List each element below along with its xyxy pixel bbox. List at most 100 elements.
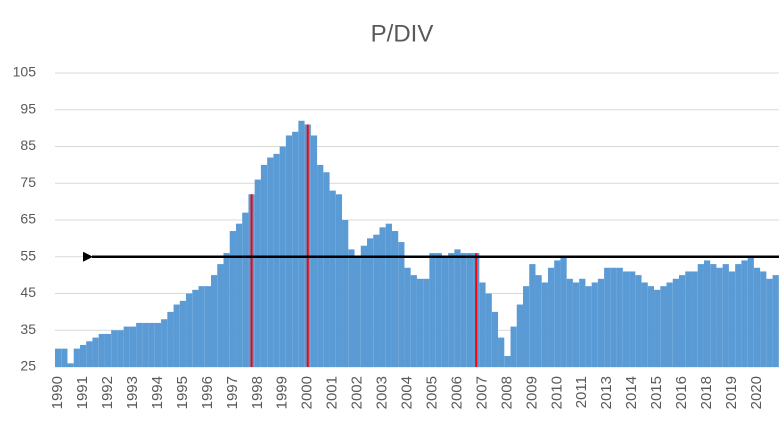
x-tick-label: 1993 — [124, 376, 141, 409]
bar — [329, 190, 336, 367]
x-tick-label: 2006 — [448, 376, 465, 409]
bar — [335, 194, 343, 367]
bar — [660, 286, 667, 367]
bar — [385, 223, 392, 367]
bar — [710, 264, 717, 367]
bar — [697, 264, 704, 367]
bar — [342, 220, 349, 367]
bar — [111, 330, 118, 367]
bar — [148, 322, 155, 367]
bar — [267, 157, 274, 367]
bar — [104, 333, 112, 367]
bar — [491, 311, 499, 367]
bar — [260, 164, 268, 367]
bar — [529, 264, 536, 367]
x-tick-label: 2007 — [473, 376, 490, 409]
bar — [460, 253, 467, 367]
bar — [641, 282, 648, 367]
x-tick-label: 2020 — [748, 376, 765, 409]
bar — [161, 319, 168, 367]
bar — [566, 278, 573, 367]
bar — [747, 256, 754, 367]
x-tick-label: 1997 — [224, 376, 241, 409]
bar — [448, 253, 455, 367]
bar — [554, 260, 561, 367]
bar — [666, 282, 673, 367]
bar — [410, 275, 417, 367]
bar — [498, 337, 505, 367]
bar — [485, 293, 492, 367]
bar — [223, 253, 230, 367]
x-tick-label: 1998 — [249, 376, 266, 409]
bar — [728, 271, 736, 367]
bar — [541, 282, 548, 367]
bar — [173, 304, 180, 367]
bar — [129, 326, 137, 367]
x-tick-label: 2005 — [423, 376, 440, 409]
bar — [98, 333, 105, 367]
bar — [504, 355, 511, 367]
bar — [579, 278, 586, 367]
y-tick-label: 25 — [20, 358, 36, 374]
bar — [192, 289, 199, 367]
bar — [373, 234, 380, 367]
bar — [354, 256, 361, 367]
bar — [685, 271, 692, 367]
bar — [323, 172, 330, 367]
bar — [604, 267, 611, 367]
y-tick-label: 105 — [13, 64, 37, 80]
y-tick-label: 75 — [20, 174, 36, 190]
bar — [298, 120, 305, 368]
bar — [753, 267, 761, 367]
bar — [766, 278, 773, 367]
bar — [572, 282, 580, 367]
bar — [523, 286, 530, 367]
x-tick-label: 2014 — [623, 376, 640, 409]
x-tick-label: 1991 — [74, 376, 91, 409]
bar — [242, 212, 249, 367]
bar — [167, 311, 174, 367]
bar — [597, 278, 605, 367]
bar — [67, 363, 74, 367]
bar — [679, 275, 686, 367]
bar — [629, 271, 636, 367]
bar — [211, 275, 218, 367]
bar — [635, 275, 642, 367]
bar — [179, 300, 187, 367]
x-tick-label: 2002 — [349, 376, 366, 409]
bar — [79, 344, 87, 367]
x-tick-label: 1999 — [274, 376, 291, 409]
bar — [691, 271, 698, 367]
bar — [391, 231, 399, 367]
bar — [73, 348, 80, 367]
bar — [622, 271, 630, 367]
x-tick-label: 2019 — [723, 376, 740, 409]
x-tick-label: 2016 — [673, 376, 690, 409]
bar — [398, 242, 405, 367]
bar — [360, 245, 367, 367]
bar — [367, 238, 374, 367]
x-tick-label: 1996 — [199, 376, 216, 409]
bar — [310, 135, 318, 367]
bar — [429, 253, 436, 367]
bar — [154, 322, 162, 367]
bar — [348, 249, 355, 367]
bar — [86, 341, 93, 367]
bar — [703, 260, 711, 367]
bar — [229, 231, 236, 367]
bar — [616, 267, 623, 367]
x-tick-label: 1992 — [99, 376, 116, 409]
x-tick-label: 2015 — [648, 376, 665, 409]
x-tick-label: 2011 — [573, 376, 590, 408]
bar — [186, 293, 193, 367]
x-tick-label: 2010 — [548, 376, 565, 409]
bar — [379, 227, 386, 367]
bar — [441, 256, 449, 367]
x-tick-label: 2008 — [498, 376, 515, 409]
x-tick-label: 2018 — [698, 376, 715, 409]
bar — [510, 326, 517, 367]
bar — [647, 286, 655, 367]
y-tick-label: 45 — [20, 284, 36, 300]
bar — [560, 256, 567, 367]
